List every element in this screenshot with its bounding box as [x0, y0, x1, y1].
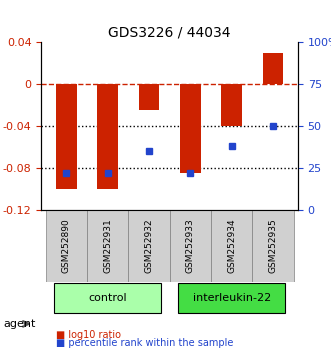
Text: control: control — [88, 293, 127, 303]
Bar — [97, 84, 118, 189]
FancyBboxPatch shape — [87, 210, 128, 281]
Text: GSM252935: GSM252935 — [268, 218, 278, 273]
FancyBboxPatch shape — [211, 210, 253, 281]
FancyBboxPatch shape — [54, 283, 162, 313]
Text: GSM252890: GSM252890 — [62, 218, 71, 273]
Text: GSM252932: GSM252932 — [144, 218, 154, 273]
FancyBboxPatch shape — [128, 210, 170, 281]
FancyBboxPatch shape — [178, 283, 286, 313]
Bar — [263, 53, 283, 84]
Bar — [56, 84, 76, 189]
Text: interleukin-22: interleukin-22 — [193, 293, 271, 303]
Title: GDS3226 / 44034: GDS3226 / 44034 — [108, 26, 231, 40]
Text: GSM252933: GSM252933 — [186, 218, 195, 273]
Text: GSM252931: GSM252931 — [103, 218, 112, 273]
Text: ■ percentile rank within the sample: ■ percentile rank within the sample — [56, 338, 234, 348]
FancyBboxPatch shape — [45, 210, 87, 281]
Bar — [180, 84, 201, 173]
Bar — [139, 84, 159, 110]
Text: GSM252934: GSM252934 — [227, 218, 236, 273]
FancyBboxPatch shape — [253, 210, 294, 281]
Bar — [221, 84, 242, 126]
FancyBboxPatch shape — [170, 210, 211, 281]
Text: ■ log10 ratio: ■ log10 ratio — [56, 330, 121, 339]
Text: agent: agent — [3, 319, 36, 329]
